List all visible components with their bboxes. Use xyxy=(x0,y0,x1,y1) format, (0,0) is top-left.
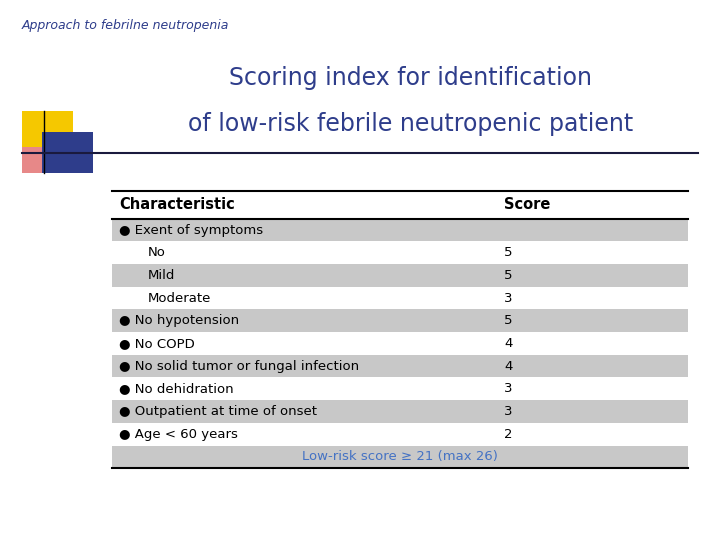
Text: Score: Score xyxy=(504,197,550,212)
Text: 2: 2 xyxy=(504,428,513,441)
Bar xyxy=(112,446,688,468)
Text: ● Outpatient at time of onset: ● Outpatient at time of onset xyxy=(119,405,317,418)
Text: ● Age < 60 years: ● Age < 60 years xyxy=(119,428,238,441)
Text: 5: 5 xyxy=(504,246,513,259)
Text: ● Exent of symptoms: ● Exent of symptoms xyxy=(119,224,263,237)
Text: 4: 4 xyxy=(504,337,513,350)
Text: ● No hypotension: ● No hypotension xyxy=(119,314,239,327)
Bar xyxy=(112,219,688,241)
Bar xyxy=(112,355,688,377)
Text: Low-risk score ≥ 21 (max 26): Low-risk score ≥ 21 (max 26) xyxy=(302,450,498,463)
Text: Moderate: Moderate xyxy=(148,292,211,305)
Bar xyxy=(22,139,55,173)
Text: Scoring index for identification: Scoring index for identification xyxy=(229,66,592,90)
Text: No: No xyxy=(148,246,166,259)
Text: 3: 3 xyxy=(504,292,513,305)
Text: ● No solid tumor or fungal infection: ● No solid tumor or fungal infection xyxy=(119,360,359,373)
Text: Mild: Mild xyxy=(148,269,175,282)
Text: 3: 3 xyxy=(504,382,513,395)
Bar xyxy=(112,309,688,332)
Bar xyxy=(112,264,688,287)
Text: 4: 4 xyxy=(504,360,513,373)
Bar xyxy=(22,111,73,147)
Text: Approach to febrilne neutropenia: Approach to febrilne neutropenia xyxy=(22,19,229,32)
Text: ● No COPD: ● No COPD xyxy=(119,337,194,350)
Bar xyxy=(42,132,94,173)
Text: 3: 3 xyxy=(504,405,513,418)
Bar xyxy=(112,400,688,423)
Text: 5: 5 xyxy=(504,269,513,282)
Text: 5: 5 xyxy=(504,314,513,327)
Text: ● No dehidration: ● No dehidration xyxy=(119,382,233,395)
Text: of low-risk febrile neutropenic patient: of low-risk febrile neutropenic patient xyxy=(188,112,633,136)
Text: Characteristic: Characteristic xyxy=(119,197,235,212)
